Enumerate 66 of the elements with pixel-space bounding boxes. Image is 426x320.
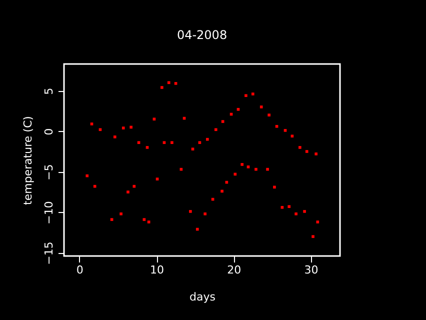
point — [294, 212, 298, 216]
y-tick-label: 0 — [42, 128, 56, 136]
point — [214, 128, 218, 132]
y-tick-label: −15 — [42, 242, 56, 265]
point — [146, 146, 149, 149]
x-axis-title: days — [190, 290, 216, 304]
point — [152, 118, 156, 121]
x-tick-label: 30 — [304, 264, 318, 276]
point — [288, 205, 291, 208]
point — [260, 106, 263, 108]
point — [147, 220, 150, 224]
point — [236, 108, 240, 111]
point — [266, 168, 269, 171]
point — [167, 81, 170, 84]
point — [275, 124, 278, 128]
point — [246, 165, 250, 168]
point — [90, 122, 94, 126]
point — [240, 163, 244, 166]
point — [204, 212, 206, 216]
point — [316, 220, 320, 224]
x-tick-label: 0 — [76, 264, 84, 276]
point — [174, 82, 178, 85]
point — [290, 134, 294, 138]
point — [132, 184, 136, 188]
point — [244, 94, 248, 98]
point — [162, 141, 166, 144]
y-tick-label: 5 — [42, 88, 56, 95]
point — [110, 218, 114, 221]
y-tick-label: −5 — [42, 164, 56, 180]
point — [234, 172, 237, 176]
point — [137, 141, 140, 144]
chart-title: 04-2008 — [176, 28, 228, 42]
point — [273, 186, 276, 189]
point — [280, 206, 284, 209]
point — [191, 148, 194, 150]
point — [268, 114, 270, 116]
point — [130, 126, 132, 129]
point — [312, 235, 314, 238]
point — [189, 210, 192, 213]
point — [198, 141, 202, 144]
point — [120, 212, 122, 216]
y-tick-label: −10 — [42, 201, 56, 224]
point — [98, 128, 102, 132]
point — [86, 174, 89, 178]
x-tick-label: 20 — [227, 264, 242, 276]
point — [284, 129, 287, 132]
y-axis-title: temperature (C) — [22, 116, 34, 205]
point — [298, 146, 302, 149]
point — [122, 126, 125, 130]
x-tick-label: 10 — [150, 264, 164, 276]
point — [196, 228, 199, 231]
point — [156, 178, 159, 180]
point — [206, 138, 209, 141]
point — [251, 92, 254, 96]
point — [305, 150, 308, 153]
point — [254, 168, 258, 171]
point — [160, 86, 164, 89]
point — [303, 210, 306, 213]
point — [113, 135, 116, 138]
point — [220, 190, 224, 193]
point — [314, 152, 318, 156]
point — [126, 190, 130, 194]
point — [142, 218, 146, 221]
point — [221, 120, 224, 123]
point — [93, 184, 96, 188]
point — [170, 141, 174, 144]
